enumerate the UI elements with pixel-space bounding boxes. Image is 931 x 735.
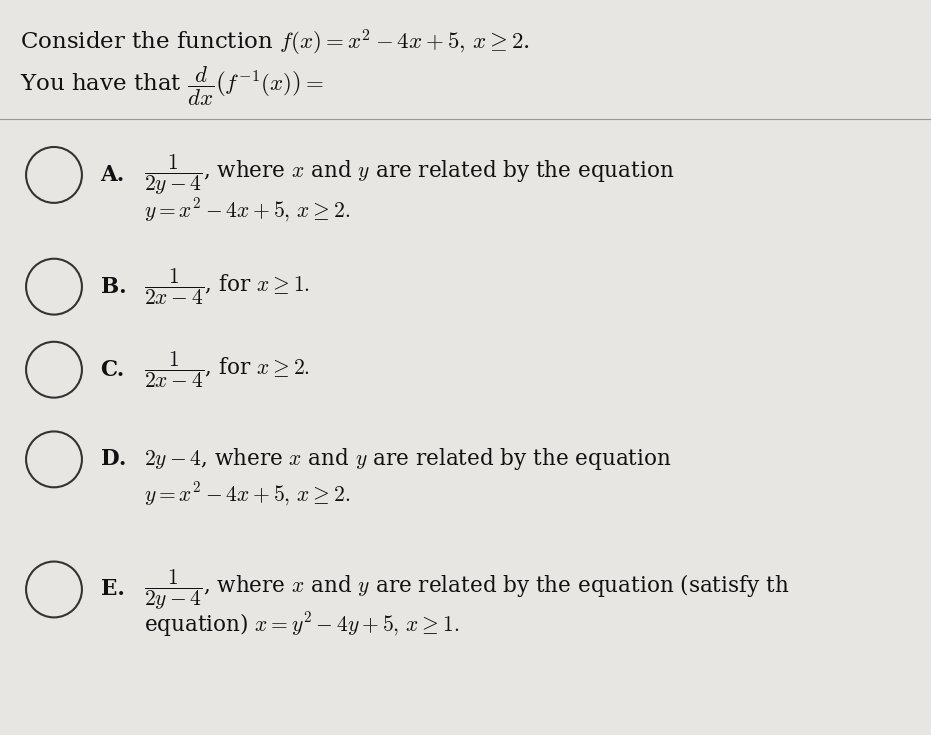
Text: $\dfrac{1}{2y-4}$, where $x$ and $y$ are related by the equation (satisfy th: $\dfrac{1}{2y-4}$, where $x$ and $y$ are… xyxy=(144,567,789,612)
Text: E.: E. xyxy=(101,578,125,600)
Text: A.: A. xyxy=(101,164,125,186)
Text: $\dfrac{1}{2x-4}$, for $x \geq 1.$: $\dfrac{1}{2x-4}$, for $x \geq 1.$ xyxy=(144,266,310,307)
Text: B.: B. xyxy=(101,276,127,298)
Text: You have that $\dfrac{d}{dx}\left(f^{-1}(x)\right) =$: You have that $\dfrac{d}{dx}\left(f^{-1}… xyxy=(20,65,324,108)
Text: Consider the function $f(x) = x^2 - 4x + 5,\, x \geq 2$.: Consider the function $f(x) = x^2 - 4x +… xyxy=(20,28,531,58)
Text: equation) $x = y^2 - 4y + 5,\, x \geq 1.$: equation) $x = y^2 - 4y + 5,\, x \geq 1.… xyxy=(144,610,460,639)
Text: $\dfrac{1}{2x-4}$, for $x \geq 2.$: $\dfrac{1}{2x-4}$, for $x \geq 2.$ xyxy=(144,349,310,390)
Text: $2y - 4$, where $x$ and $y$ are related by the equation: $2y - 4$, where $x$ and $y$ are related … xyxy=(144,446,672,473)
Text: D.: D. xyxy=(101,448,126,470)
Text: $y = x^2 - 4x + 5,\, x \geq 2.$: $y = x^2 - 4x + 5,\, x \geq 2.$ xyxy=(144,196,351,224)
Text: $\dfrac{1}{2y-4}$, where $x$ and $y$ are related by the equation: $\dfrac{1}{2y-4}$, where $x$ and $y$ are… xyxy=(144,153,675,197)
Text: $y = x^2 - 4x + 5,\, x \geq 2.$: $y = x^2 - 4x + 5,\, x \geq 2.$ xyxy=(144,480,351,508)
Text: C.: C. xyxy=(101,359,125,381)
